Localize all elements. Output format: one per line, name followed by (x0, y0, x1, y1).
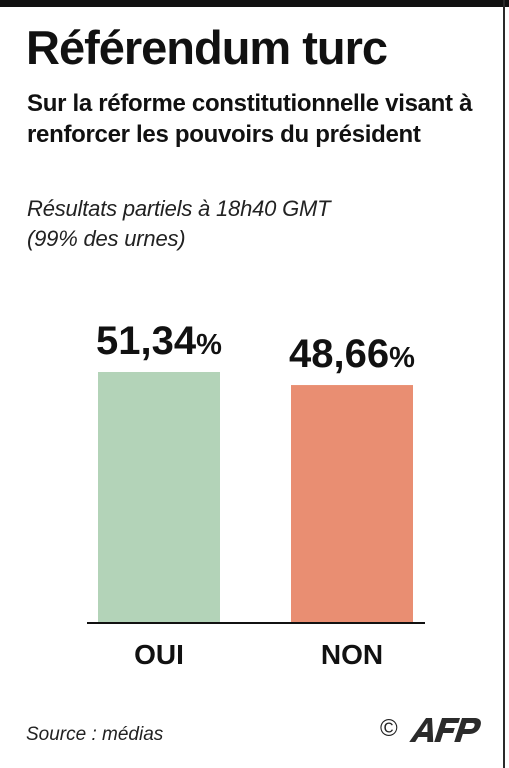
bar-non (291, 385, 413, 622)
afp-logo-icon (409, 718, 481, 742)
chart-title: Référendum turc (26, 21, 388, 74)
value-number: 51,34 (96, 319, 197, 363)
right-border (503, 0, 505, 768)
copyright-symbol: © (380, 715, 398, 742)
value-label-non: 48,66% (289, 332, 415, 376)
value-label-oui: 51,34% (96, 319, 222, 363)
chart-note: Résultats partiels à 18h40 GMT (99% des … (27, 194, 497, 254)
category-label-oui: OUI (134, 639, 184, 670)
chart-note-line-2: (99% des urnes) (27, 226, 186, 251)
top-bar (0, 0, 509, 7)
value-number: 48,66 (289, 332, 389, 376)
source-text: Source : médias (26, 724, 164, 745)
value-unit: % (389, 342, 415, 374)
value-unit: % (196, 329, 222, 361)
category-label-non: NON (321, 639, 383, 670)
bar-oui (98, 372, 220, 622)
chart-note-line-1: Résultats partiels à 18h40 GMT (27, 196, 331, 221)
chart-subtitle: Sur la réforme constitutionnelle visant … (27, 90, 473, 148)
